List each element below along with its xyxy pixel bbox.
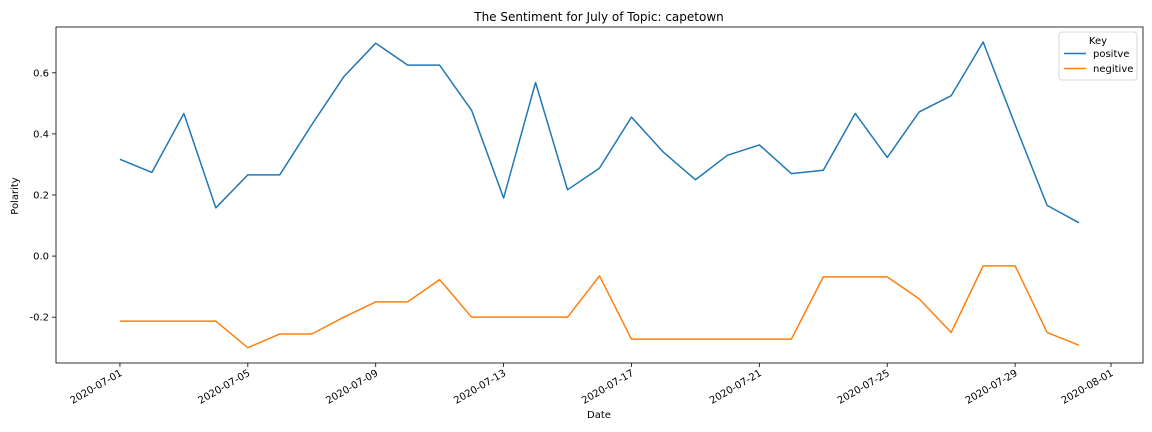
y-axis-label: Polarity — [10, 177, 21, 215]
y-tick-label: 0.6 — [33, 68, 49, 79]
y-tick-label: -0.2 — [29, 313, 49, 324]
legend-title: Key — [1089, 36, 1107, 47]
y-axis: -0.2 0.0 0.2 0.4 0.6 — [29, 68, 56, 324]
x-tick-label: 2020-08-01 — [1060, 368, 1116, 407]
y-tick-label: 0.2 — [33, 191, 49, 202]
y-tick-label: 0.0 — [33, 252, 49, 263]
y-tick-label: 0.4 — [33, 129, 49, 140]
x-tick-label: 2020-07-13 — [452, 368, 508, 407]
x-tick-label: 2020-07-05 — [196, 368, 252, 407]
legend: Key positve negitive — [1058, 31, 1138, 81]
legend-entries: positve negitive — [1064, 49, 1133, 75]
x-tick-label: 2020-07-17 — [580, 368, 636, 407]
series-line-positve — [119, 41, 1080, 224]
series-lines — [119, 41, 1080, 349]
x-tick-label: 2020-07-01 — [69, 368, 125, 407]
x-axis: 2020-07-01 2020-07-05 2020-07-09 2020-07-13… — [69, 363, 1116, 407]
x-tick-label: 2020-07-21 — [708, 368, 764, 407]
legend-label: positve — [1093, 49, 1129, 60]
x-axis-label: Date — [587, 410, 611, 421]
series-line-negitive — [119, 265, 1080, 349]
legend-label: negitive — [1093, 64, 1133, 75]
chart-title: The Sentiment for July of Topic: capetow… — [473, 10, 724, 24]
x-tick-label: 2020-07-09 — [324, 368, 380, 407]
plot-area — [55, 26, 1144, 364]
x-tick-label: 2020-07-29 — [964, 368, 1020, 407]
x-tick-label: 2020-07-25 — [836, 368, 892, 407]
